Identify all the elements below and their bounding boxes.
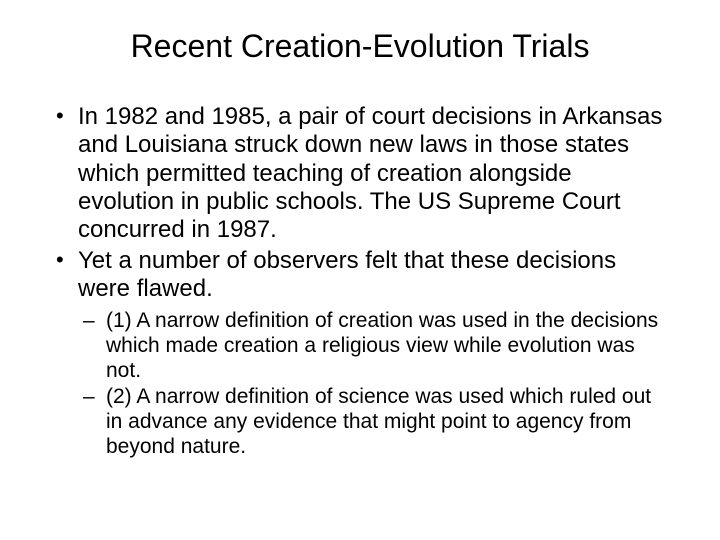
bullet-item: In 1982 and 1985, a pair of court decisi… (50, 103, 670, 245)
main-bullet-list: In 1982 and 1985, a pair of court decisi… (50, 103, 670, 303)
slide-title: Recent Creation-Evolution Trials (50, 28, 670, 65)
bullet-item: Yet a number of observers felt that thes… (50, 247, 670, 304)
sub-bullet-item: (1) A narrow definition of creation was … (50, 309, 670, 383)
sub-bullet-list: (1) A narrow definition of creation was … (50, 309, 670, 460)
sub-bullet-item: (2) A narrow definition of science was u… (50, 385, 670, 459)
